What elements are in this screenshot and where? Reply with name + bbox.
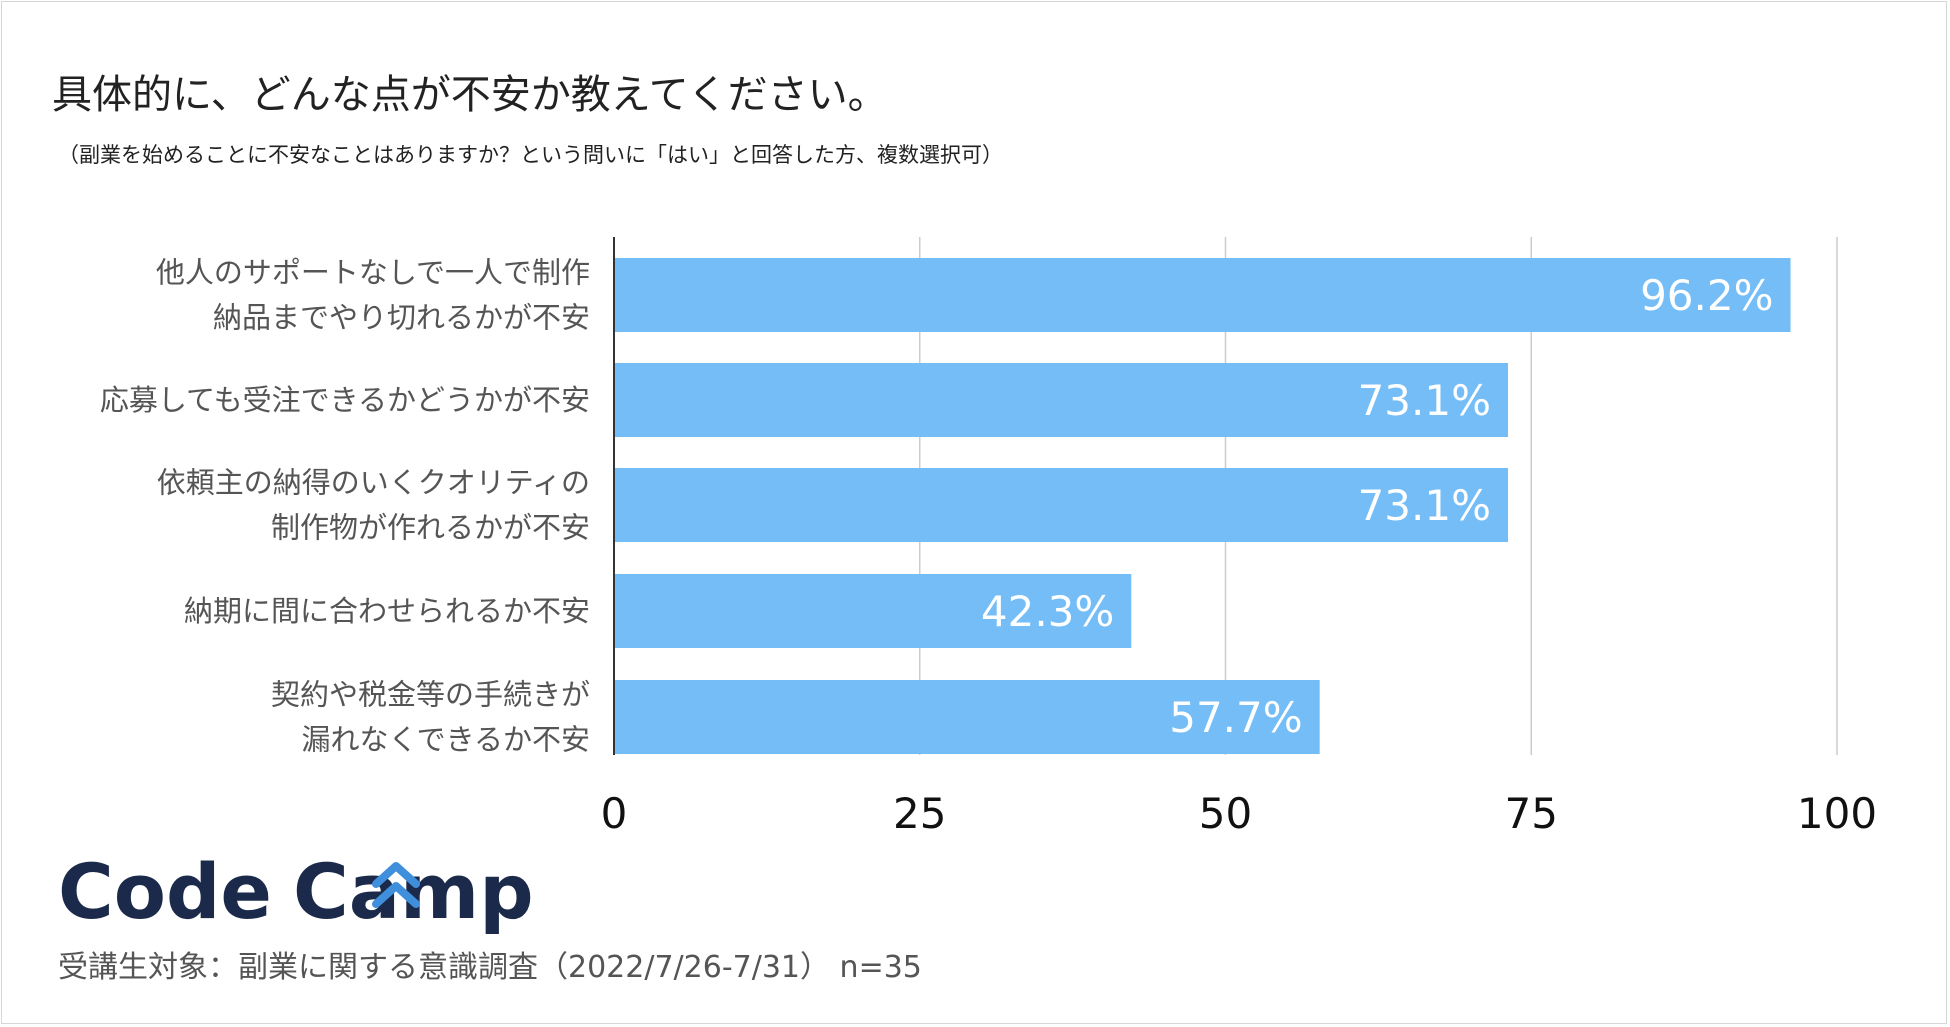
bar-value-label: 73.1% — [1358, 376, 1491, 425]
x-tick-label: 75 — [1505, 789, 1558, 838]
category-label: 制作物が作れるかが不安 — [271, 511, 590, 545]
x-tick-label: 0 — [601, 789, 628, 838]
chart-subtitle: （副業を始めることに不安なことはありますか？という問いに「はい」と回答した方、複… — [58, 143, 1003, 167]
chart-title: 具体的に、どんな点が不安か教えてください。 — [52, 72, 888, 118]
codecamp-logo: Code Camp — [58, 847, 534, 936]
x-tick-label: 25 — [893, 789, 946, 838]
bar-value-label: 96.2% — [1640, 271, 1773, 320]
tick-labels: 0 25 50 75 100 — [601, 789, 1877, 838]
category-label: 応募しても受注できるかどうかが不安 — [100, 383, 590, 417]
bar-value-label: 57.7% — [1169, 693, 1302, 742]
bar — [614, 258, 1791, 332]
category-label: 契約や税金等の手続きが — [271, 678, 590, 712]
category-label: 漏れなくできるか不安 — [301, 723, 590, 757]
category-label: 依頼主の納得のいくクオリティの — [157, 466, 590, 500]
survey-footer: 受講生対象：副業に関する意識調査（2022/7/26-7/31） n=35 — [58, 950, 922, 985]
bar-value-label: 73.1% — [1358, 481, 1491, 530]
category-label: 納期に間に合わせられるか不安 — [184, 594, 590, 628]
bars: 96.2% 73.1% 73.1% 42.3% 57.7% — [614, 258, 1791, 754]
category-label: 他人のサポートなしで一人で制作 — [156, 256, 590, 290]
x-tick-label: 50 — [1199, 789, 1252, 838]
logo-text: Camp — [293, 847, 534, 936]
bar — [614, 574, 1132, 648]
bar — [614, 680, 1320, 754]
logo-chevron-icon — [372, 862, 420, 908]
logo-text: Code — [58, 847, 272, 936]
bar — [614, 363, 1509, 437]
category-label: 納品までやり切れるかが不安 — [213, 301, 590, 335]
bar-value-label: 42.3% — [981, 587, 1114, 636]
bar — [614, 468, 1509, 542]
x-tick-label: 100 — [1797, 789, 1877, 838]
category-labels: 他人のサポートなしで一人で制作納品までやり切れるかが不安応募しても受注できるかど… — [100, 256, 590, 757]
